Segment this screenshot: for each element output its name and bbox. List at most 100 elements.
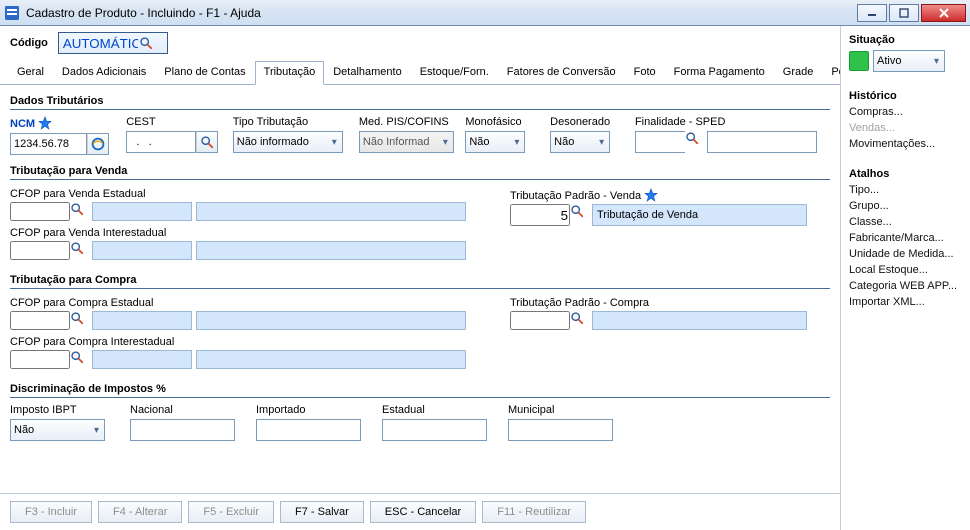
maximize-button[interactable] [889, 4, 919, 22]
trib-padrao-compra-code[interactable] [510, 311, 570, 330]
tipo-trib-value: Não informado [237, 136, 309, 148]
cest-input[interactable] [126, 131, 196, 153]
estadual-input[interactable] [382, 419, 487, 441]
cfop-compra-est-code[interactable] [10, 311, 70, 330]
cfop-compra-int-search[interactable] [70, 350, 92, 369]
mono-value: Não [469, 136, 489, 148]
title-bar: Cadastro de Produto - Incluindo - F1 - A… [0, 0, 970, 26]
ncm-input[interactable] [10, 133, 87, 155]
section-imposto-title: Discriminação de Impostos % [10, 383, 830, 395]
atalho-link[interactable]: Local Estoque... [849, 264, 960, 276]
tab-forma-pagamento[interactable]: Forma Pagamento [665, 61, 774, 84]
tab-tributa-o[interactable]: Tributação [255, 61, 325, 85]
situacao-select[interactable]: Ativo [873, 50, 945, 72]
minimize-button[interactable] [857, 4, 887, 22]
bottom-bar: F3 - Incluir F4 - Alterar F5 - Excluir F… [0, 493, 840, 530]
f7-button[interactable]: F7 - Salvar [280, 501, 364, 523]
tab-foto[interactable]: Foto [625, 61, 665, 84]
cfop-compra-int-code[interactable] [10, 350, 70, 369]
atalho-link[interactable]: Grupo... [849, 200, 960, 212]
trib-padrao-compra-search[interactable] [570, 311, 592, 330]
section-venda-title: Tributação para Venda [10, 165, 830, 177]
tab-detalhamento[interactable]: Detalhamento [324, 61, 411, 84]
cfop-compra-est-search[interactable] [70, 311, 92, 330]
tab-geral[interactable]: Geral [8, 61, 53, 84]
codigo-input[interactable] [63, 33, 138, 53]
municipal-input[interactable] [508, 419, 613, 441]
cfop-venda-int-desc1 [92, 241, 192, 260]
ibpt-label: Imposto IBPT [10, 404, 122, 416]
fin-sped-code[interactable] [635, 131, 685, 153]
mono-label: Monofásico [465, 116, 542, 128]
f5-button[interactable]: F5 - Excluir [188, 501, 274, 523]
f4-button[interactable]: F4 - Alterar [98, 501, 182, 523]
atalhos-links: Tipo... Grupo... Classe... Fabricante/Marca… [849, 184, 960, 312]
cfop-venda-int-label: CFOP para Venda Interestadual [10, 227, 470, 239]
esc-button[interactable]: ESC - Cancelar [370, 501, 476, 523]
cfop-venda-est-desc1 [92, 202, 192, 221]
atalho-link[interactable]: Fabricante/Marca... [849, 232, 960, 244]
atalho-link[interactable]: Importar XML... [849, 296, 960, 308]
cfop-venda-int-code[interactable] [10, 241, 70, 260]
cfop-compra-int-label: CFOP para Compra Interestadual [10, 336, 470, 348]
section-dados-title: Dados Tributários [10, 95, 830, 107]
fin-sped-search-button[interactable] [685, 131, 707, 153]
historico-label: Histórico [849, 90, 960, 102]
ibpt-select[interactable]: Não [10, 419, 105, 441]
section-compra-title: Tributação para Compra [10, 274, 830, 286]
cfop-venda-est-search[interactable] [70, 202, 92, 221]
divider [10, 179, 830, 180]
tipo-trib-select[interactable]: Não informado [233, 131, 343, 153]
historico-link[interactable]: Movimentações... [849, 138, 960, 150]
tabs: GeralDados AdicionaisPlano de ContasTrib… [0, 60, 840, 85]
tab-estoque-forn-[interactable]: Estoque/Forn. [411, 61, 498, 84]
med-pis-label: Med. PIS/COFINS [359, 116, 457, 128]
mono-select[interactable]: Não [465, 131, 525, 153]
cfop-venda-est-code[interactable] [10, 202, 70, 221]
deson-label: Desonerado [550, 116, 627, 128]
trib-padrao-venda-desc: Tributação de Venda [592, 204, 807, 226]
cest-label: CEST [126, 116, 224, 128]
deson-select[interactable]: Não [550, 131, 610, 153]
cfop-compra-est-desc2 [196, 311, 466, 330]
divider [10, 397, 830, 398]
search-icon[interactable] [138, 35, 154, 51]
tab-grade[interactable]: Grade [774, 61, 823, 84]
ncm-label: NCM [10, 116, 118, 130]
tab-dados-adicionais[interactable]: Dados Adicionais [53, 61, 155, 84]
cfop-venda-int-desc2 [196, 241, 466, 260]
historico-link[interactable]: Compras... [849, 106, 960, 118]
nacional-input[interactable] [130, 419, 235, 441]
trib-padrao-venda-code[interactable] [510, 204, 570, 226]
cfop-compra-int-desc1 [92, 350, 192, 369]
star-icon [38, 116, 52, 130]
historico-link: Vendas... [849, 122, 960, 134]
cest-search-button[interactable] [196, 131, 218, 153]
importado-input[interactable] [256, 419, 361, 441]
close-button[interactable] [921, 4, 966, 22]
atalho-link[interactable]: Categoria WEB APP... [849, 280, 960, 292]
divider [10, 109, 830, 110]
codigo-label: Código [10, 37, 48, 49]
atalho-link[interactable]: Tipo... [849, 184, 960, 196]
window-title: Cadastro de Produto - Incluindo - F1 - A… [26, 6, 857, 20]
tab-fatores-de-convers-o[interactable]: Fatores de Conversão [498, 61, 625, 84]
ncm-link-button[interactable] [87, 133, 109, 155]
f3-button[interactable]: F3 - Incluir [10, 501, 92, 523]
trib-padrao-venda-label: Tributação Padrão - Venda [510, 188, 815, 202]
tab-plano-de-contas[interactable]: Plano de Contas [155, 61, 254, 84]
atalho-link[interactable]: Unidade de Medida... [849, 248, 960, 260]
trib-padrao-venda-text: Tributação Padrão - Venda [510, 190, 641, 202]
app-icon [4, 5, 20, 21]
cfop-compra-est-label: CFOP para Compra Estadual [10, 297, 470, 309]
cfop-venda-int-search[interactable] [70, 241, 92, 260]
situacao-label: Situação [849, 34, 960, 46]
med-pis-select[interactable]: Não Informad [359, 131, 454, 153]
tab-personali[interactable]: Personali [822, 61, 840, 84]
f11-button[interactable]: F11 - Reutilizar [482, 501, 586, 523]
trib-padrao-compra-desc [592, 311, 807, 330]
atalho-link[interactable]: Classe... [849, 216, 960, 228]
estadual-label: Estadual [382, 404, 500, 416]
trib-padrao-venda-search[interactable] [570, 204, 592, 226]
codigo-field[interactable] [58, 32, 168, 54]
